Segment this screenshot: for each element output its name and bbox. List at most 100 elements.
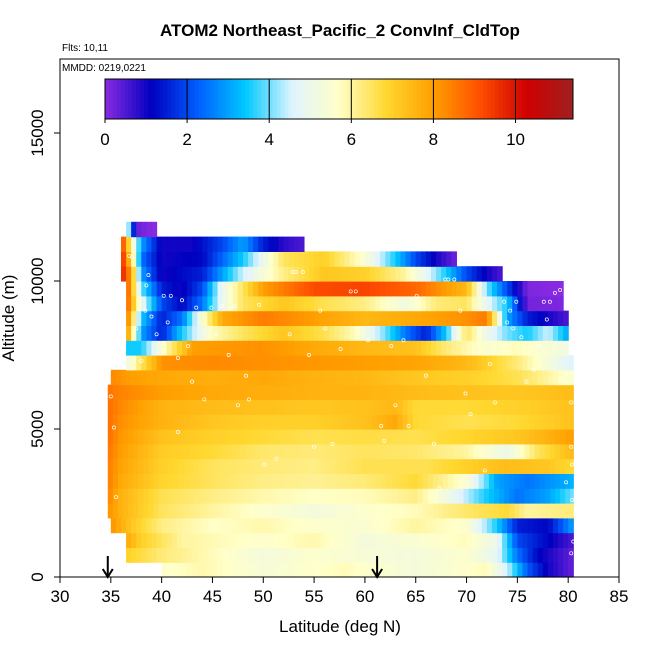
heatmap-cell <box>471 310 478 326</box>
heatmap-cell <box>268 325 275 341</box>
heatmap-cell <box>380 340 386 356</box>
heatmap-cell <box>265 488 271 504</box>
heatmap-cell <box>283 369 290 386</box>
heatmap-cell <box>446 532 452 548</box>
heatmap-cell <box>242 325 249 341</box>
heatmap-cell <box>522 325 529 341</box>
heatmap-cell <box>400 295 407 312</box>
heatmap-cell <box>176 236 183 252</box>
colorbar-segment <box>300 79 305 119</box>
heatmap-cell <box>187 266 193 282</box>
heatmap-cell <box>128 414 134 430</box>
heatmap-cell <box>260 414 266 430</box>
heatmap-cell <box>283 532 290 548</box>
heatmap-cell <box>493 443 500 460</box>
heatmap-cell <box>141 369 147 386</box>
heatmap-cell <box>422 473 429 489</box>
heatmap-cell <box>417 473 424 489</box>
heatmap-cell <box>248 295 254 312</box>
heatmap-cell <box>565 384 571 400</box>
heatmap-cell <box>552 340 559 356</box>
heatmap-cell <box>400 517 407 534</box>
heatmap-cell <box>385 295 391 312</box>
heatmap-cell <box>280 414 287 430</box>
heatmap-cell <box>441 340 447 356</box>
heatmap-cell <box>326 473 332 489</box>
colorbar-segment <box>471 79 476 119</box>
heatmap-cell <box>446 369 452 386</box>
heatmap-cell <box>369 295 376 312</box>
heatmap-cell <box>502 517 508 534</box>
heatmap-cell <box>253 340 259 356</box>
heatmap-cell <box>390 532 396 548</box>
heatmap-cell <box>499 443 505 460</box>
heatmap-cell <box>141 221 147 238</box>
heatmap-cell <box>354 310 361 326</box>
heatmap-cell <box>133 443 139 460</box>
heatmap-cell <box>493 384 500 400</box>
heatmap-cell <box>217 266 224 282</box>
heatmap-cell <box>295 473 302 489</box>
heatmap-cell <box>507 281 513 297</box>
heatmap-cell <box>392 414 399 430</box>
heatmap-cell <box>136 281 142 297</box>
heatmap-cell <box>316 458 322 474</box>
heatmap-cell <box>354 532 361 548</box>
heatmap-cell <box>387 399 393 415</box>
heatmap-cell <box>156 340 163 356</box>
heatmap-cell <box>364 562 371 578</box>
heatmap-cell <box>354 547 361 563</box>
heatmap-cell <box>385 340 391 356</box>
heatmap-cell <box>280 503 287 519</box>
heatmap-cell <box>255 458 261 474</box>
heatmap-cell <box>539 443 546 460</box>
heatmap-cell <box>448 473 454 489</box>
heatmap-cell <box>481 340 488 356</box>
x-axis-tick-label: 60 <box>355 587 374 606</box>
heatmap-cell <box>324 517 330 534</box>
heatmap-cell <box>314 281 320 297</box>
colorbar-segment <box>401 79 406 119</box>
heatmap-cell <box>441 310 447 326</box>
heatmap-cell <box>410 281 417 297</box>
heatmap-cell <box>214 458 221 474</box>
heatmap-cell <box>554 473 561 489</box>
heatmap-cell <box>570 473 574 489</box>
heatmap-cell <box>319 340 325 356</box>
colorbar-segment <box>210 79 215 119</box>
heatmap-cell <box>151 547 158 563</box>
colorbar-segment <box>378 79 383 119</box>
heatmap-cell <box>382 429 388 445</box>
heatmap-cell <box>524 488 531 504</box>
heatmap-cell <box>334 532 341 548</box>
heatmap-cell <box>407 384 414 400</box>
heatmap-cell <box>321 414 327 430</box>
heatmap-cell <box>166 310 173 326</box>
heatmap-cell <box>214 414 221 430</box>
data-point-marker <box>274 456 279 461</box>
heatmap-cell <box>158 429 165 445</box>
heatmap-cell <box>224 414 231 430</box>
heatmap-cell <box>255 473 261 489</box>
heatmap-cell <box>514 429 520 445</box>
heatmap-cell <box>288 325 295 341</box>
heatmap-cell <box>456 517 463 534</box>
heatmap-cell <box>143 414 150 430</box>
heatmap-cell <box>148 443 155 460</box>
heatmap-cell <box>430 295 437 312</box>
x-axis-tick-label: 30 <box>51 587 70 606</box>
y-axis-tick-label: 5000 <box>28 410 47 448</box>
heatmap-cell <box>361 473 368 489</box>
heatmap-cell <box>250 414 256 430</box>
heatmap-cell <box>382 473 388 489</box>
heatmap-cell <box>375 369 381 386</box>
heatmap-cell <box>138 488 144 504</box>
heatmap-cell <box>334 340 341 356</box>
heatmap-cell <box>534 443 541 460</box>
heatmap-cell <box>148 384 155 400</box>
heatmap-cell <box>151 369 158 386</box>
data-point-marker <box>366 338 370 343</box>
data-point-marker <box>511 326 516 331</box>
heatmap-cell <box>405 310 412 326</box>
heatmap-cell <box>194 429 200 445</box>
